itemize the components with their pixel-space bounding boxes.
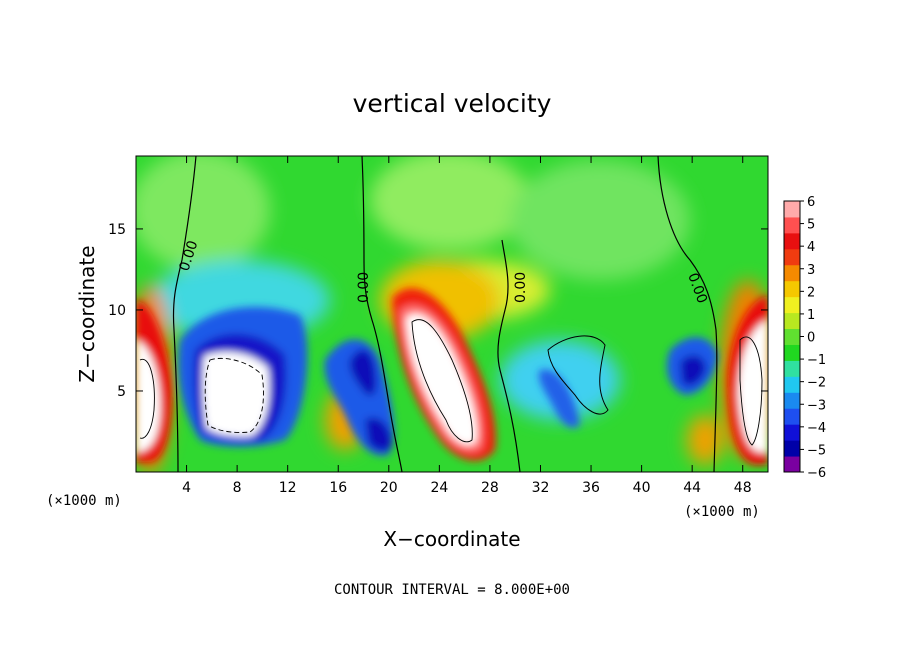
contour-line xyxy=(739,336,763,446)
colorbar-tick-label: −1 xyxy=(807,353,826,368)
velocity-field xyxy=(136,156,768,472)
colorbar-swatch xyxy=(784,296,800,314)
x-tick-label: 8 xyxy=(233,480,242,496)
colorbar-swatch xyxy=(784,408,800,425)
field-region xyxy=(406,313,477,445)
contour-lines xyxy=(139,156,763,472)
y-axis-unit: (×1000 m) xyxy=(46,493,122,509)
contour-line xyxy=(547,335,609,415)
y-axis-label: Z−coordinate xyxy=(75,245,99,382)
contour-line xyxy=(411,319,473,443)
colorbar-swatch xyxy=(784,440,800,457)
field-blob xyxy=(687,415,723,465)
colorbar-swatch xyxy=(784,376,800,393)
colorbar-tick-label: −5 xyxy=(807,443,826,458)
x-tick-label: 4 xyxy=(182,480,191,496)
colorbar-swatch xyxy=(784,264,800,282)
contour-line xyxy=(361,156,403,472)
colorbar-swatch xyxy=(784,424,800,441)
colorbar-tick-label: 1 xyxy=(807,308,815,323)
y-axis: 5 10 15 xyxy=(108,222,768,400)
plot-frame xyxy=(135,155,769,473)
y-tick-label: 10 xyxy=(108,303,126,319)
colorbar-swatch xyxy=(784,392,800,409)
colorbar-swatch xyxy=(784,312,800,330)
colorbar-swatch xyxy=(784,328,800,345)
x-tick-label: 44 xyxy=(683,480,701,496)
contour-line xyxy=(497,239,521,472)
colorbar-tick-label: 3 xyxy=(807,263,815,278)
x-tick-label: 32 xyxy=(532,480,550,496)
contour-interval-note: CONTOUR INTERVAL = 8.000E+00 xyxy=(334,582,570,598)
colorbar-tick-label: 0 xyxy=(807,331,815,346)
colorbar-tick-label: 2 xyxy=(807,285,815,300)
x-tick-label: 48 xyxy=(734,480,752,496)
x-tick-label: 20 xyxy=(380,480,398,496)
field-blob xyxy=(510,160,690,280)
x-tick-label: 16 xyxy=(329,480,347,496)
contour-line xyxy=(172,156,197,472)
colorbar-tick-label: 6 xyxy=(807,195,815,210)
colorbar-swatch xyxy=(784,456,800,473)
x-tick-label: 24 xyxy=(430,480,448,496)
contour-line xyxy=(139,358,155,439)
chart-title: vertical velocity xyxy=(353,89,552,118)
field-blob xyxy=(136,156,270,270)
colorbar-tick-label: −2 xyxy=(807,376,826,391)
x-tick-label: 28 xyxy=(481,480,499,496)
contour-label: 0.00 xyxy=(513,272,529,303)
field-region xyxy=(365,417,392,452)
x-tick-label: 36 xyxy=(582,480,600,496)
field-region xyxy=(538,369,580,428)
y-tick-label: 15 xyxy=(108,222,126,238)
field-region xyxy=(680,355,706,386)
field-region xyxy=(738,320,768,452)
colorbar-swatch xyxy=(784,232,800,250)
colorbar-swatch xyxy=(784,201,800,218)
colorbar-swatch xyxy=(784,360,800,377)
field-region xyxy=(136,340,161,452)
field-sharp-layer xyxy=(136,288,768,465)
colorbar-swatch xyxy=(784,216,800,234)
colorbar-swatch xyxy=(784,344,800,361)
x-axis-unit: (×1000 m) xyxy=(684,504,760,520)
colorbar-tick-label: −4 xyxy=(807,421,826,436)
contour-line xyxy=(204,357,264,433)
x-axis-label: X−coordinate xyxy=(383,527,520,551)
colorbar-tick-label: 4 xyxy=(807,240,815,255)
contour-line xyxy=(657,156,718,472)
x-tick-label: 40 xyxy=(633,480,651,496)
colorbar-swatch xyxy=(784,280,800,298)
colorbar-tick-label: −3 xyxy=(807,398,826,413)
field-region xyxy=(202,352,270,437)
field-blob xyxy=(370,156,530,250)
colorbar-tick-label: −6 xyxy=(807,466,826,481)
colorbar-swatch xyxy=(784,248,800,266)
x-tick-label: 12 xyxy=(279,480,297,496)
contour-label: 0.00 xyxy=(356,272,372,303)
colorbar-tick-label: 5 xyxy=(807,218,815,233)
y-tick-label: 5 xyxy=(117,384,126,400)
x-axis: 4 8 12 16 20 24 28 32 36 40 44 48 xyxy=(182,156,752,496)
field-region xyxy=(349,349,377,396)
colorbar: 6 5 4 3 2 1 0 −1 −2 −3 −4 −5 −6 xyxy=(783,195,826,481)
